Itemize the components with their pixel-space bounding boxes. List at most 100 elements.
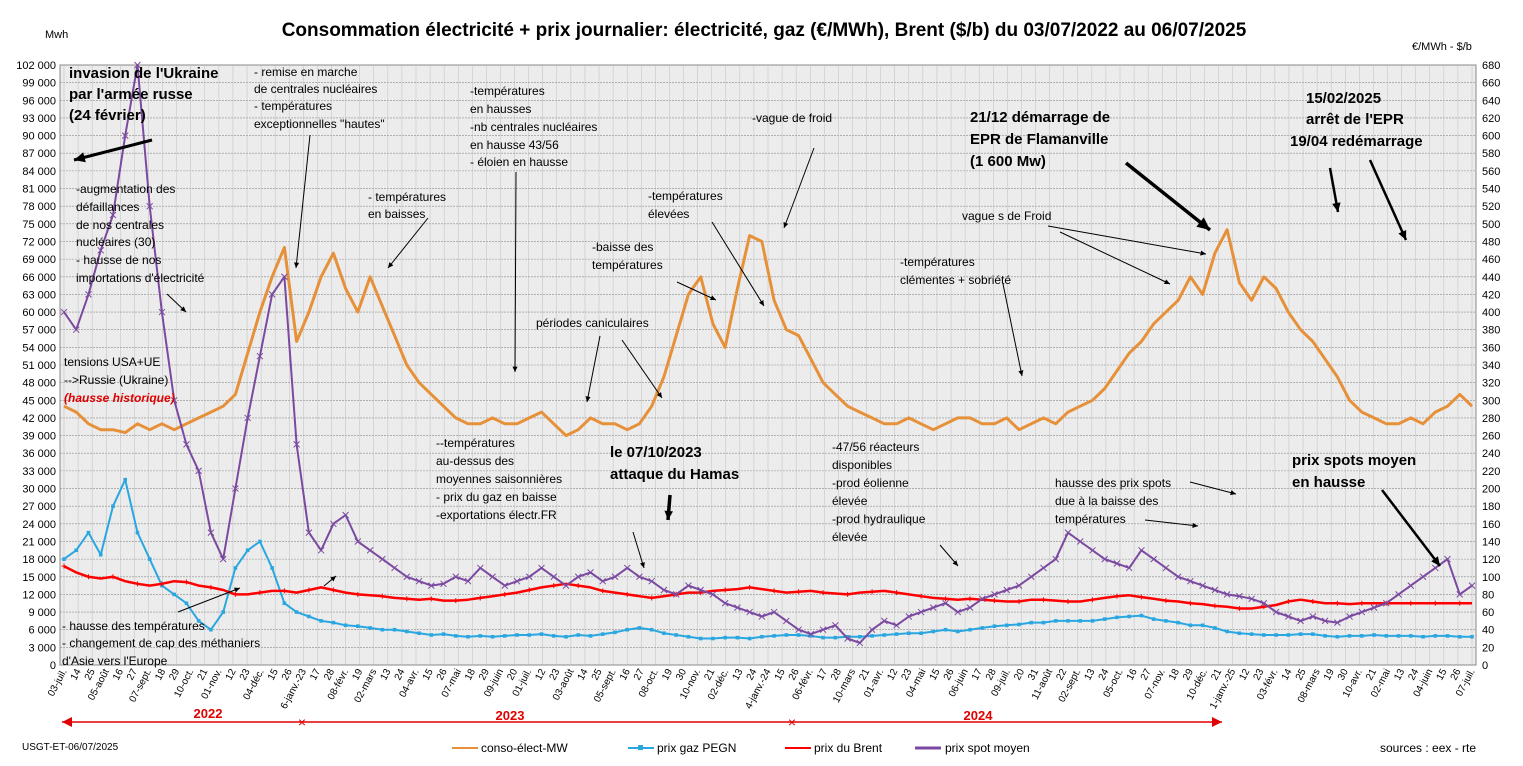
- data-point-gaz: [209, 627, 213, 632]
- data-point-spot: [1260, 599, 1268, 607]
- x-tick-label: 21: [1364, 667, 1379, 682]
- chart-title: Consommation électricité + prix journali…: [282, 20, 1247, 41]
- data-point-spot: [795, 626, 802, 634]
- data-point-spot: [1248, 595, 1255, 603]
- data-point-spot: [366, 546, 374, 554]
- data-point-spot: [1284, 613, 1292, 620]
- annotation-th-1: -températures: [470, 84, 545, 98]
- x-tick-label: 15: [928, 667, 943, 682]
- annotation-arrow-line: [783, 147, 815, 229]
- data-point-spot: [648, 577, 656, 585]
- data-point-brent: [869, 589, 875, 595]
- x-tick-label: 13: [379, 667, 394, 682]
- data-point-gaz: [1029, 620, 1034, 625]
- y-tick-left: 66 000: [22, 272, 56, 284]
- y-axis-left-label: Mwh: [45, 29, 68, 41]
- x-tick-label: 24: [1406, 667, 1421, 682]
- data-point-spot: [721, 599, 729, 607]
- year-range-arrow-right: [1212, 717, 1222, 727]
- y-tick-right: 640: [1482, 95, 1500, 107]
- data-point-spot: [1101, 555, 1109, 563]
- y-tick-left: 30 000: [22, 484, 56, 496]
- data-point-spot: [660, 586, 668, 594]
- data-point-gaz: [564, 634, 568, 639]
- annotation-arrow-head: [783, 222, 789, 228]
- data-point-spot: [207, 529, 215, 537]
- y-axis-right-label: €/MWh - $/b: [1412, 41, 1472, 53]
- x-tick-label: 25: [590, 667, 605, 682]
- data-point-brent: [1089, 597, 1095, 603]
- data-point-gaz: [1421, 634, 1425, 639]
- annotation-hamas-2: attaque du Hamas: [610, 466, 739, 483]
- x-tick-label: 24: [745, 667, 760, 682]
- data-point-spot: [1333, 619, 1341, 627]
- data-point-gaz: [1470, 634, 1474, 639]
- data-point-brent: [820, 590, 826, 596]
- year-separator-2023: ×: [298, 714, 306, 730]
- data-point-brent: [1285, 598, 1291, 604]
- data-point-gaz: [1298, 632, 1303, 636]
- data-point-gaz: [307, 614, 311, 619]
- annotation-arrow-head: [1164, 279, 1170, 284]
- data-point-gaz: [539, 632, 544, 636]
- data-point-spot: [1113, 560, 1121, 567]
- data-point-brent: [306, 587, 312, 593]
- data-point-gaz: [1176, 620, 1180, 625]
- data-point-gaz: [1408, 634, 1413, 638]
- annotation-ukraine-2: par l'armée russe: [69, 86, 193, 103]
- x-tick-label: 20: [505, 667, 520, 682]
- y-tick-left: 84 000: [22, 166, 56, 178]
- x-tick-label: 13: [1083, 667, 1098, 682]
- data-point-gaz: [331, 620, 336, 625]
- data-point-brent: [1432, 600, 1438, 606]
- data-point-gaz: [1127, 614, 1131, 619]
- data-point-gaz: [588, 634, 593, 638]
- year-label-2023: 2023: [496, 708, 525, 723]
- data-point-spot: [905, 613, 913, 620]
- annotation-def-4: nucléaires (30): [76, 235, 155, 249]
- y-axis-left: 0 3 000 6 000 9 000 12 000 15 000 18 000 21 000…: [16, 60, 56, 672]
- series-group: [60, 61, 1476, 647]
- annotation-arrow-head: [664, 510, 673, 520]
- x-tick-label: 16: [111, 667, 126, 682]
- data-point-brent: [575, 583, 581, 589]
- y-tick-left: 21 000: [22, 536, 56, 548]
- data-point-spot: [183, 441, 190, 448]
- data-point-spot: [868, 626, 876, 634]
- x-tick-label: 26: [1449, 667, 1464, 682]
- data-point-gaz: [907, 631, 911, 636]
- data-point-gaz: [1041, 620, 1046, 625]
- data-point-brent: [771, 588, 777, 594]
- annotation-arrow-head: [1200, 250, 1206, 256]
- data-point-spot: [709, 591, 717, 598]
- data-point-brent: [183, 579, 189, 585]
- annotation-arrow-line: [1059, 231, 1171, 285]
- data-point-gaz: [527, 633, 532, 637]
- data-point-spot: [1358, 608, 1366, 616]
- data-point-spot: [623, 564, 631, 572]
- x-tick-label: 28: [322, 667, 337, 682]
- annotation-reac-5: -prod hydraulique: [832, 512, 926, 526]
- x-tick-label: 22: [1054, 667, 1069, 682]
- annotation-meth-2: - changement de cap des méthaniers: [62, 636, 260, 650]
- data-point-gaz: [1274, 633, 1278, 637]
- x-tick-label: 27: [125, 667, 140, 682]
- y-tick-left: 45 000: [22, 395, 56, 407]
- annotation-arrow-head: [1431, 556, 1440, 566]
- annotation-moy-5: -exportations électr.FR: [436, 508, 557, 522]
- data-point-gaz: [147, 557, 152, 561]
- x-tick-label: 27: [632, 667, 647, 682]
- x-tick-label: 26: [942, 667, 957, 682]
- data-point-gaz: [490, 634, 495, 639]
- annotation-def-3: de nos centrales: [76, 218, 164, 232]
- data-point-gaz: [845, 634, 850, 639]
- x-tick-label: 17: [970, 667, 985, 682]
- data-point-gaz: [1004, 623, 1009, 628]
- data-point-brent: [355, 591, 361, 597]
- annotation-reac-2: disponibles: [832, 458, 892, 472]
- data-point-gaz: [870, 634, 874, 638]
- y-tick-right: 280: [1482, 413, 1500, 425]
- annotation-arrow-head: [294, 262, 300, 268]
- y-tick-right: 320: [1482, 378, 1500, 390]
- annotation-arrow-head: [1332, 202, 1341, 212]
